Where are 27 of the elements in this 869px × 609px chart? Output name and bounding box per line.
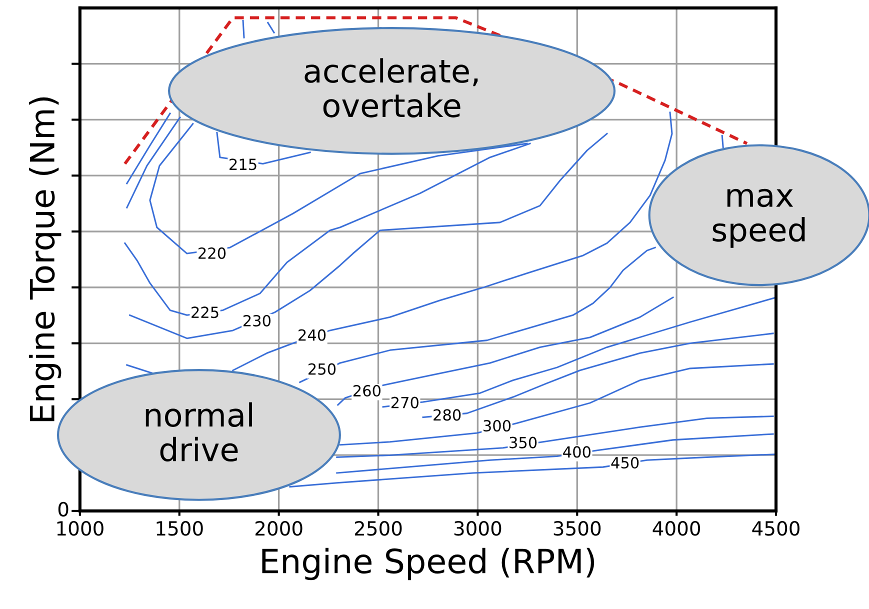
annotation: 300 <box>484 420 511 432</box>
annotation: 225 <box>192 306 218 318</box>
annotation: 230 <box>243 314 271 326</box>
annotation: max speed <box>712 188 805 248</box>
annotation: 400 <box>563 446 591 458</box>
annotation: 260 <box>353 384 380 397</box>
annotation: 270 <box>391 396 418 408</box>
x-tick-label: 4500 <box>752 521 800 536</box>
x-tick-label: 4000 <box>652 521 700 536</box>
x-tick-label: 3500 <box>554 521 601 536</box>
x-tick-label: 2500 <box>354 521 402 536</box>
text: 0 <box>58 502 68 517</box>
annotation: normal drive <box>146 402 252 462</box>
annotation: accelerate, overtake <box>304 58 478 118</box>
x-tick-label: 3000 <box>454 521 502 536</box>
annotation: 215 <box>230 158 256 170</box>
annotation: 280 <box>434 409 461 421</box>
x-tick-label: 2000 <box>256 521 302 536</box>
x-tick-label: 1500 <box>156 521 203 536</box>
annotation: 240 <box>298 329 326 341</box>
annotation: 220 <box>198 247 226 259</box>
annotation: 450 <box>611 456 639 469</box>
y-axis-title: Engine Torque (Nm) <box>28 97 62 422</box>
annotation: 350 <box>510 436 537 448</box>
x-axis-title: Engine Speed (RPM) <box>262 548 594 580</box>
annotation: 250 <box>308 363 336 375</box>
x-tick-label: 1000 <box>57 521 104 536</box>
